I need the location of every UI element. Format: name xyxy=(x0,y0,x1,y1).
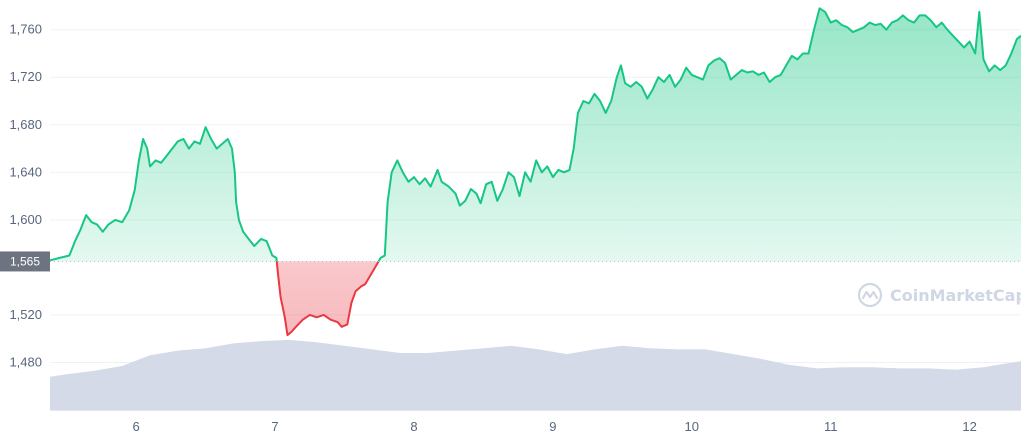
x-tick-label: 8 xyxy=(410,419,417,434)
y-tick-label: 1,720 xyxy=(9,69,42,84)
baseline-tag-label: 1,565 xyxy=(10,254,40,268)
watermark-text: CoinMarketCap xyxy=(890,286,1021,305)
price-line-up xyxy=(49,7,1021,262)
x-tick-label: 6 xyxy=(133,419,140,434)
area-below-baseline xyxy=(276,261,379,336)
x-tick-label: 9 xyxy=(549,419,556,434)
y-tick-label: 1,520 xyxy=(9,307,42,322)
volume-area xyxy=(50,339,1021,410)
baseline-tag xyxy=(0,251,50,272)
y-tick-label: 1,480 xyxy=(9,354,42,369)
volume-shape xyxy=(50,339,1021,410)
price-line xyxy=(49,7,1021,337)
x-axis: 6 7 8 9 10 11 12 xyxy=(50,410,1021,434)
x-tick-label: 11 xyxy=(824,419,838,434)
y-tick-label: 1,760 xyxy=(9,22,42,37)
area-above-baseline xyxy=(50,8,1021,262)
x-tick-label: 10 xyxy=(685,419,699,434)
watermark: CoinMarketCap xyxy=(857,282,1021,308)
y-tick-label: 1,640 xyxy=(9,164,42,179)
x-tick-label: 7 xyxy=(271,419,278,434)
y-axis: 1,480 1,520 1,600 1,640 1,680 1,720 1,760 xyxy=(9,22,42,370)
coinmarketcap-logo-icon xyxy=(857,282,883,308)
price-area xyxy=(50,8,1021,336)
baseline: 1,565 xyxy=(0,251,1021,272)
x-tick-label: 12 xyxy=(962,419,976,434)
y-tick-label: 1,680 xyxy=(9,117,42,132)
y-tick-label: 1,600 xyxy=(9,212,42,227)
